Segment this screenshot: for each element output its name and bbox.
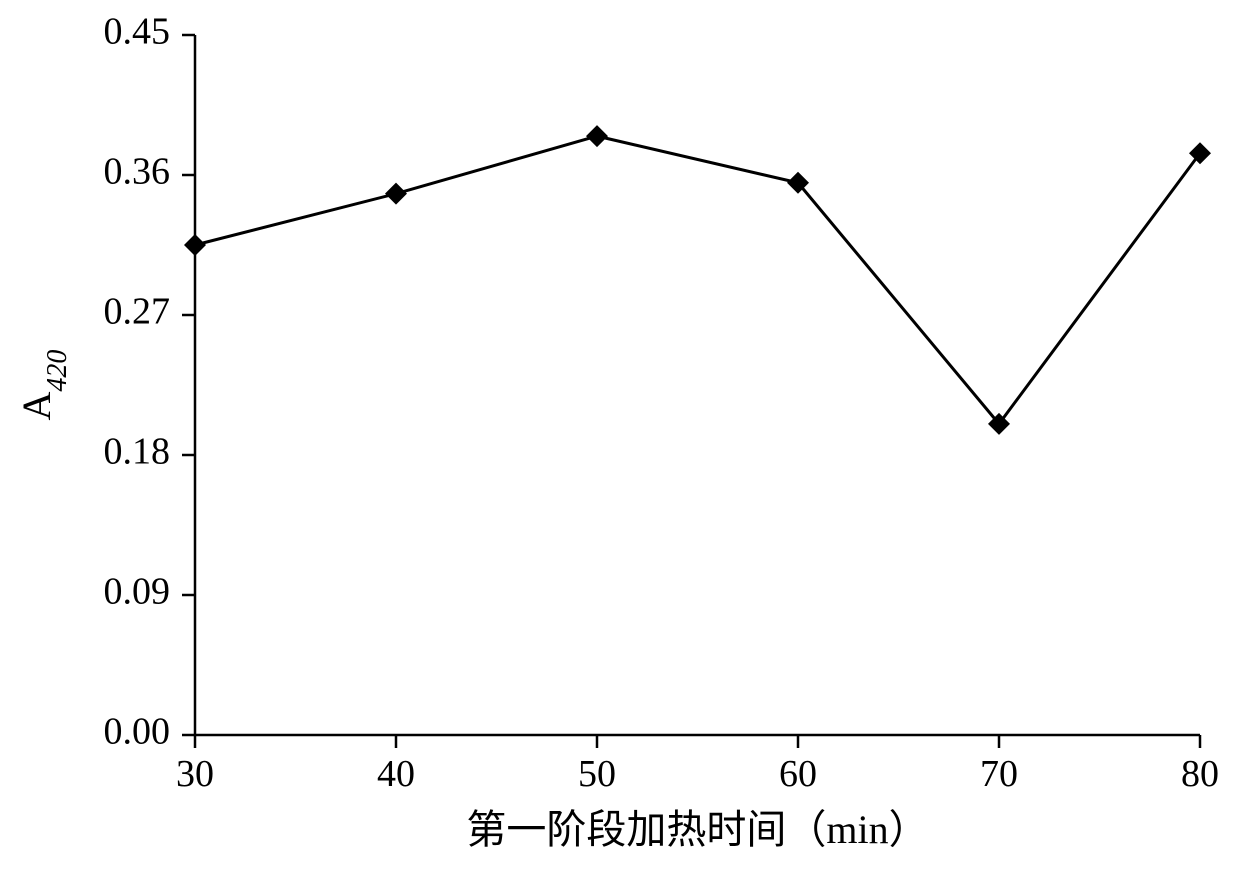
y-tick-label: 0.18: [104, 431, 171, 473]
x-axis-title: 第一阶段加热时间（min）: [466, 807, 928, 852]
x-tick-label: 40: [377, 753, 415, 795]
x-tick-label: 70: [980, 753, 1018, 795]
x-tick-label: 50: [578, 753, 616, 795]
y-tick-label: 0.09: [104, 571, 171, 613]
x-tick-label: 30: [176, 753, 214, 795]
chart-background: [0, 0, 1240, 880]
y-tick-label: 0.36: [104, 151, 171, 193]
y-tick-label: 0.00: [104, 711, 171, 753]
line-chart: 0.00 0.09 0.18 0.27 0.36 0.45 30 40 50 60 70 80 第一阶段…: [0, 0, 1240, 880]
chart-container: 0.00 0.09 0.18 0.27 0.36 0.45 30 40 50 60 70 80 第一阶段…: [0, 0, 1240, 880]
y-tick-label: 0.27: [104, 291, 171, 333]
x-tick-label: 60: [779, 753, 817, 795]
y-tick-label: 0.45: [104, 11, 171, 53]
x-tick-label: 80: [1181, 753, 1219, 795]
